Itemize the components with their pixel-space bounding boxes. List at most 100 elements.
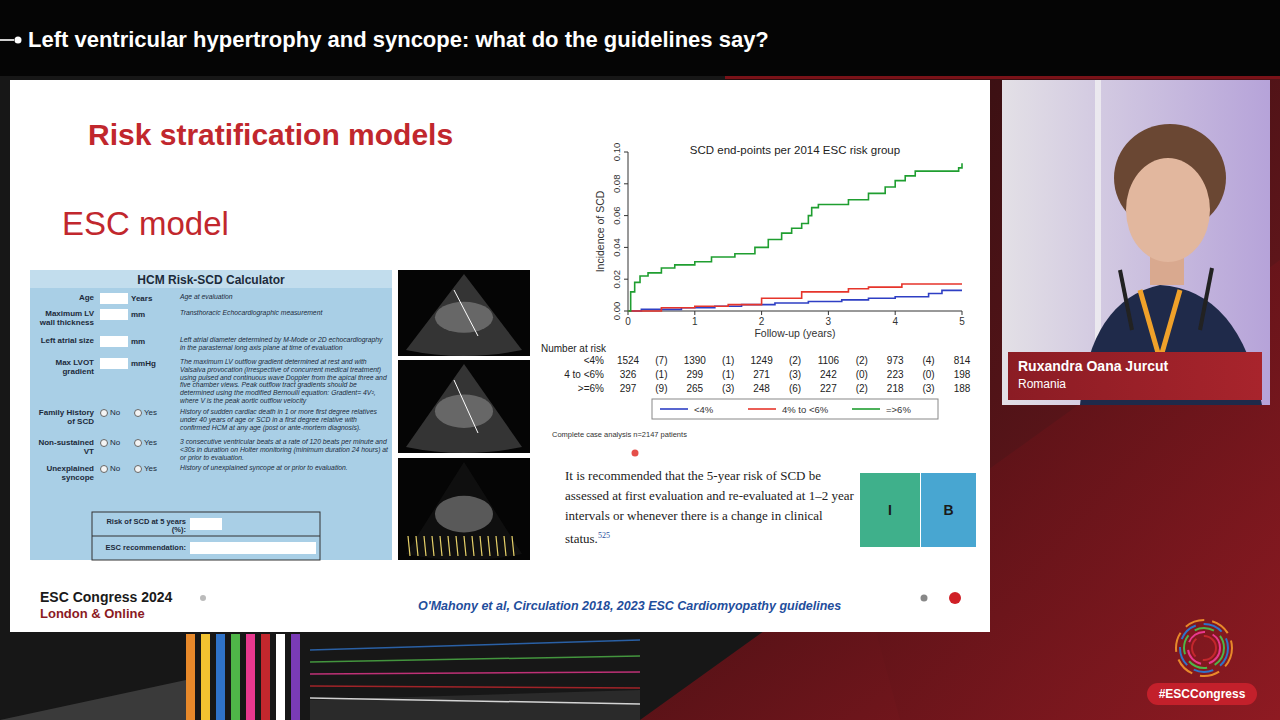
background bbox=[0, 0, 1280, 720]
echo-caliper bbox=[454, 380, 478, 433]
risk-cell: 814 bbox=[954, 355, 971, 366]
speaker-name: Ruxandra Oana Jurcut bbox=[1018, 358, 1168, 374]
risk-cell: (1) bbox=[655, 369, 667, 380]
radio-button bbox=[100, 439, 108, 447]
footer-reference: O'Mahony et al, Circulation 2018, 2023 E… bbox=[418, 599, 841, 613]
radio-button bbox=[100, 465, 108, 473]
x-tick bbox=[962, 311, 963, 315]
y-tick bbox=[624, 215, 628, 216]
field-input bbox=[100, 309, 128, 320]
doppler-trace bbox=[432, 536, 434, 556]
reference-number: 525 bbox=[598, 531, 610, 540]
legend-box bbox=[652, 399, 938, 419]
radio-label: No bbox=[110, 408, 120, 417]
x-axis-title: Follow-up (years) bbox=[754, 327, 835, 339]
field-label: Non-sustained VT bbox=[30, 438, 94, 456]
risk-cell: 248 bbox=[753, 383, 770, 394]
slide-dot bbox=[949, 592, 961, 604]
field-input bbox=[100, 293, 128, 304]
analysis-note: Complete case analysis n=2147 patients bbox=[552, 430, 687, 439]
field-description: 3 consecutive ventricular beats at a rat… bbox=[180, 438, 388, 461]
risk-cell: 1390 bbox=[684, 355, 707, 366]
risk-cell: (1) bbox=[722, 355, 734, 366]
calculator-title: HCM Risk-SCD Calculator bbox=[30, 273, 392, 287]
speaker-country: Romania bbox=[1018, 377, 1066, 391]
y-axis-title: Incidence of SCD bbox=[594, 190, 606, 272]
y-tick-label: 0.10 bbox=[611, 143, 622, 162]
doppler-trace bbox=[488, 536, 490, 556]
x-tick-label: 0 bbox=[625, 316, 631, 327]
field-input bbox=[100, 358, 128, 369]
echo-sector bbox=[406, 364, 522, 453]
slide-dot bbox=[921, 595, 928, 602]
logo-ring bbox=[1188, 632, 1220, 664]
microphone bbox=[1120, 270, 1132, 330]
logo-ring bbox=[1192, 636, 1216, 660]
echo-sector bbox=[406, 462, 522, 560]
radio-label: Yes bbox=[144, 438, 157, 447]
field-label: Left atrial size bbox=[30, 336, 94, 345]
doppler-trace bbox=[504, 536, 506, 556]
doppler-trace bbox=[448, 536, 450, 556]
logo-ring bbox=[1176, 620, 1232, 676]
risk-cell: (2) bbox=[856, 355, 868, 366]
risk-cell: (3) bbox=[789, 369, 801, 380]
result-label: Risk of SCD at 5 years (%): bbox=[94, 518, 186, 534]
x-tick-label: 4 bbox=[892, 316, 898, 327]
x-tick bbox=[694, 311, 695, 315]
title-bullet-line bbox=[0, 39, 14, 41]
logo-ring bbox=[1184, 628, 1224, 668]
plot-lines bbox=[628, 163, 962, 311]
doppler-trace bbox=[472, 536, 474, 556]
x-tick-label: 1 bbox=[692, 316, 698, 327]
decor-fan bbox=[310, 690, 640, 720]
decor-line bbox=[310, 686, 640, 688]
legend-label: =>6% bbox=[886, 404, 911, 415]
hashtag-pill bbox=[1147, 683, 1257, 705]
field-label: Age bbox=[30, 293, 94, 302]
radio-label: Yes bbox=[144, 408, 157, 417]
result-input bbox=[190, 542, 316, 554]
y-tick bbox=[624, 152, 628, 153]
y-tick-label: 0.02 bbox=[611, 270, 622, 289]
field-description: History of unexplained syncope at or pri… bbox=[180, 464, 388, 472]
decor-stripe bbox=[201, 634, 210, 720]
class-box: I bbox=[860, 473, 920, 547]
doppler-trace bbox=[416, 536, 418, 556]
decor-line bbox=[310, 656, 640, 662]
doppler-trace bbox=[496, 536, 498, 556]
risk-cell: 326 bbox=[620, 369, 637, 380]
echo-image bbox=[398, 458, 530, 560]
x-tick bbox=[761, 311, 762, 315]
calculator-header bbox=[30, 270, 392, 288]
chart-title: SCD end-points per 2014 ESC risk group bbox=[690, 144, 900, 156]
legend-swatch bbox=[852, 408, 880, 410]
name-plate bbox=[1008, 352, 1262, 400]
echo-structure bbox=[435, 394, 493, 427]
calculator-panel bbox=[30, 270, 392, 560]
risk-cell: (4) bbox=[922, 355, 934, 366]
footer-dot bbox=[200, 595, 206, 601]
decor-fan bbox=[0, 680, 186, 720]
y-tick-label: 0.04 bbox=[611, 238, 622, 257]
slide-subtitle: ESC model bbox=[62, 205, 229, 243]
y-tick bbox=[624, 311, 628, 312]
y-axis bbox=[628, 152, 629, 311]
risk-cell: 271 bbox=[753, 369, 770, 380]
top-bar bbox=[0, 0, 1280, 76]
doppler-trace bbox=[424, 536, 426, 556]
risk-cell: 299 bbox=[686, 369, 703, 380]
field-description: The maximum LV outflow gradient determin… bbox=[180, 358, 388, 405]
echo-image bbox=[398, 270, 530, 356]
decor-stripe bbox=[291, 634, 300, 720]
footer-event: ESC Congress 2024 bbox=[40, 589, 172, 605]
risk-cell: 198 bbox=[954, 369, 971, 380]
stage: SCD end-points per 2014 ESC risk group 0.… bbox=[0, 0, 1280, 720]
field-input bbox=[100, 336, 128, 347]
doppler-trace bbox=[480, 536, 482, 556]
doppler-trace bbox=[456, 536, 458, 556]
microphone bbox=[1200, 268, 1212, 330]
risk-cell: (3) bbox=[722, 383, 734, 394]
decor-stripe bbox=[216, 634, 225, 720]
y-tick-label: 0.06 bbox=[611, 206, 622, 225]
